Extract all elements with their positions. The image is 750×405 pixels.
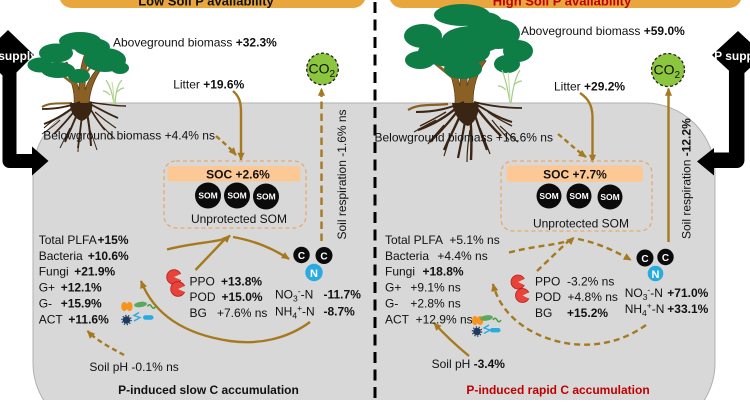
svg-text:G-+15.9%: G- +15.9% bbox=[39, 297, 102, 311]
svg-text:SOM: SOM bbox=[256, 192, 275, 202]
svg-text:SOM: SOM bbox=[539, 191, 558, 201]
svg-text:G- +2.8% ns: G- +2.8% ns bbox=[385, 297, 461, 311]
svg-text:C: C bbox=[298, 251, 305, 262]
svg-text:C: C bbox=[320, 252, 327, 263]
svg-text:Belowground biomass +16.6% ns: Belowground biomass +16.6% ns bbox=[375, 131, 553, 145]
svg-text:Soil respiration -12.2%: Soil respiration -12.2% bbox=[680, 118, 694, 239]
svg-text:Low Soil P availability: Low Soil P availability bbox=[138, 0, 274, 9]
svg-text:NO3--N+71.0%: NO3--N +71.0% bbox=[625, 284, 709, 302]
svg-text:CO2: CO2 bbox=[309, 61, 336, 81]
svg-text:Soil respiration -1.6% ns: Soil respiration -1.6% ns bbox=[335, 109, 349, 239]
svg-text:Soil pH -0.1% ns: Soil pH -0.1% ns bbox=[89, 360, 178, 374]
svg-text:N: N bbox=[310, 268, 318, 280]
svg-text:Fungi+21.9%: Fungi +21.9% bbox=[39, 265, 116, 279]
svg-text:Unprotected SOM: Unprotected SOM bbox=[533, 217, 629, 231]
svg-text:SOC +7.7%: SOC +7.7% bbox=[543, 168, 607, 182]
svg-text:C: C bbox=[662, 253, 669, 264]
svg-text:Bacteria +4.4% ns: Bacteria +4.4% ns bbox=[385, 249, 488, 263]
svg-text:High Soil P availability: High Soil P availability bbox=[493, 0, 632, 9]
svg-text:ACT+11.6%: ACT +11.6% bbox=[39, 313, 109, 327]
svg-text:P supply: P supply bbox=[714, 49, 750, 63]
svg-text:P supply: P supply bbox=[0, 49, 37, 63]
svg-text:Aboveground biomass +32.3%: Aboveground biomass +32.3% bbox=[113, 35, 277, 49]
svg-text:Litter +29.2%: Litter +29.2% bbox=[554, 80, 625, 94]
svg-text:C: C bbox=[641, 254, 648, 265]
svg-text:G++12.1%: G+ +12.1% bbox=[39, 281, 102, 295]
svg-text:POD+15.0%: POD +15.0% bbox=[190, 290, 263, 304]
svg-text:SOM: SOM bbox=[600, 192, 619, 202]
svg-text:Unprotected SOM: Unprotected SOM bbox=[191, 212, 287, 226]
svg-text:SOM: SOM bbox=[198, 191, 217, 201]
svg-text:G+ +9.1% ns: G+ +9.1% ns bbox=[385, 281, 461, 295]
svg-text:PPO-3.2% ns: PPO -3.2% ns bbox=[535, 275, 614, 289]
svg-text:BG+15.2%: BG +15.2% bbox=[535, 306, 608, 320]
svg-text:N: N bbox=[652, 269, 660, 281]
svg-text:NH4+-N+33.1%: NH4+-N +33.1% bbox=[625, 300, 709, 318]
svg-text:Aboveground biomass +59.0%: Aboveground biomass +59.0% bbox=[521, 24, 685, 38]
svg-text:Fungi+18.8%: Fungi +18.8% bbox=[385, 265, 464, 279]
svg-text:Soil pH -3.4%: Soil pH -3.4% bbox=[432, 357, 506, 371]
svg-text:Litter +19.6%: Litter +19.6% bbox=[173, 77, 244, 91]
svg-text:SOM: SOM bbox=[227, 191, 246, 201]
svg-text:ACT+12.9% ns: ACT +12.9% ns bbox=[385, 313, 473, 327]
svg-text:CO2: CO2 bbox=[654, 62, 681, 82]
svg-text:Total PLFA+15%: Total PLFA+15% bbox=[39, 233, 129, 247]
svg-text:Total PLFA +5.1% ns: Total PLFA +5.1% ns bbox=[385, 233, 500, 247]
svg-text:POD+4.8% ns: POD +4.8% ns bbox=[535, 290, 618, 304]
svg-text:PPO+13.8%: PPO +13.8% bbox=[190, 275, 263, 289]
svg-text:Belowground biomass +4.4% ns: Belowground biomass +4.4% ns bbox=[43, 128, 215, 142]
svg-text:SOC +2.6%: SOC +2.6% bbox=[206, 168, 270, 182]
svg-text:P-induced slow C accumulation: P-induced slow C accumulation bbox=[118, 383, 299, 397]
svg-text:P-induced rapid C accumulation: P-induced rapid C accumulation bbox=[466, 383, 649, 397]
svg-text:BG+7.6% ns: BG +7.6% ns bbox=[190, 306, 268, 320]
svg-text:SOM: SOM bbox=[569, 191, 588, 201]
